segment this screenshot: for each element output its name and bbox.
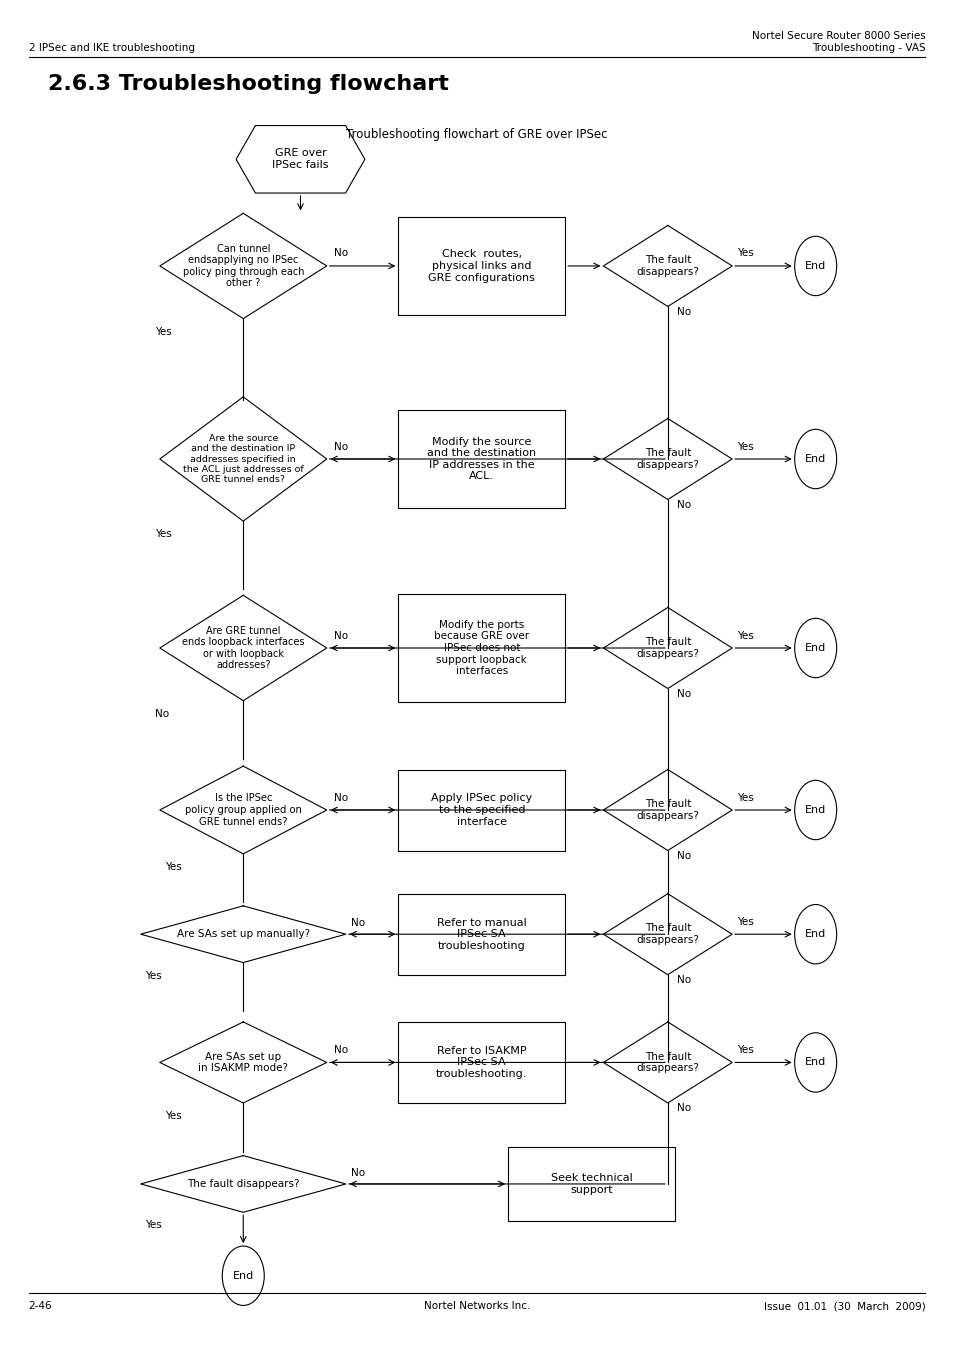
Text: Nortel Networks Inc.: Nortel Networks Inc. xyxy=(423,1301,530,1311)
Text: No: No xyxy=(335,630,348,640)
Text: 2.6.3 Troubleshooting flowchart: 2.6.3 Troubleshooting flowchart xyxy=(48,74,448,94)
Text: Modify the source
and the destination
IP addresses in the
ACL.: Modify the source and the destination IP… xyxy=(427,436,536,482)
Text: No: No xyxy=(677,975,691,984)
FancyBboxPatch shape xyxy=(398,410,564,508)
Text: No: No xyxy=(335,1045,348,1054)
FancyBboxPatch shape xyxy=(507,1148,674,1220)
Text: End: End xyxy=(804,454,825,464)
Text: No: No xyxy=(351,1168,364,1177)
Text: Nortel Secure Router 8000 Series: Nortel Secure Router 8000 Series xyxy=(751,31,924,40)
Text: Refer to ISAKMP
IPSec SA
troubleshooting.: Refer to ISAKMP IPSec SA troubleshooting… xyxy=(436,1046,527,1079)
Text: The fault
disappears?: The fault disappears? xyxy=(636,637,699,659)
Text: Check  routes,
physical links and
GRE configurations: Check routes, physical links and GRE con… xyxy=(428,250,535,282)
Text: Troubleshooting flowchart of GRE over IPSec: Troubleshooting flowchart of GRE over IP… xyxy=(346,128,607,142)
Text: Seek technical
support: Seek technical support xyxy=(550,1173,632,1195)
Text: The fault
disappears?: The fault disappears? xyxy=(636,1052,699,1073)
Circle shape xyxy=(794,429,836,489)
Text: No: No xyxy=(154,709,169,718)
Text: Are GRE tunnel
ends loopback interfaces
or with loopback
addresses?: Are GRE tunnel ends loopback interfaces … xyxy=(182,625,304,671)
Text: End: End xyxy=(804,929,825,940)
Text: Yes: Yes xyxy=(736,1045,753,1054)
Text: Modify the ports
because GRE over
IPSec does not
support loopback
interfaces: Modify the ports because GRE over IPSec … xyxy=(434,620,529,676)
Text: Yes: Yes xyxy=(146,971,162,980)
Text: Yes: Yes xyxy=(736,917,753,926)
Text: No: No xyxy=(677,1103,691,1112)
Text: Are SAs set up
in ISAKMP mode?: Are SAs set up in ISAKMP mode? xyxy=(198,1052,288,1073)
Circle shape xyxy=(222,1246,264,1305)
FancyBboxPatch shape xyxy=(398,1022,564,1103)
Text: No: No xyxy=(677,850,691,860)
Text: Is the IPSec
policy group applied on
GRE tunnel ends?: Is the IPSec policy group applied on GRE… xyxy=(185,794,301,826)
Text: Yes: Yes xyxy=(154,327,172,336)
Circle shape xyxy=(794,618,836,678)
Text: End: End xyxy=(233,1270,253,1281)
Text: No: No xyxy=(677,500,691,509)
Text: Are SAs set up manually?: Are SAs set up manually? xyxy=(176,929,310,940)
Text: Issue  01.01  (30  March  2009): Issue 01.01 (30 March 2009) xyxy=(762,1301,924,1311)
Text: No: No xyxy=(677,688,691,698)
Text: Yes: Yes xyxy=(154,529,172,540)
Text: No: No xyxy=(335,248,348,258)
Text: End: End xyxy=(804,1057,825,1068)
Text: 2-46: 2-46 xyxy=(29,1301,52,1311)
Text: Yes: Yes xyxy=(736,441,753,451)
Text: Can tunnel
endsapplying no IPSec
policy ping through each
other ?: Can tunnel endsapplying no IPSec policy … xyxy=(182,243,304,289)
Text: The fault
disappears?: The fault disappears? xyxy=(636,799,699,821)
Text: No: No xyxy=(335,441,348,451)
Text: The fault disappears?: The fault disappears? xyxy=(187,1179,299,1189)
Text: End: End xyxy=(804,643,825,653)
FancyBboxPatch shape xyxy=(398,594,564,702)
Text: Yes: Yes xyxy=(736,248,753,258)
FancyBboxPatch shape xyxy=(398,217,564,315)
Text: No: No xyxy=(351,918,364,927)
Text: Apply IPSec policy
to the specified
interface: Apply IPSec policy to the specified inte… xyxy=(431,794,532,826)
Text: 2 IPSec and IKE troubleshooting: 2 IPSec and IKE troubleshooting xyxy=(29,43,194,53)
Text: Refer to manual
IPSec SA
troubleshooting: Refer to manual IPSec SA troubleshooting xyxy=(436,918,526,950)
Text: Are the source
and the destination IP
addresses specified in
the ACL just addres: Are the source and the destination IP ad… xyxy=(183,433,303,485)
Text: Yes: Yes xyxy=(146,1220,162,1230)
Text: Yes: Yes xyxy=(736,792,753,802)
FancyBboxPatch shape xyxy=(398,769,564,850)
Circle shape xyxy=(794,236,836,296)
Text: GRE over
IPSec fails: GRE over IPSec fails xyxy=(272,148,329,170)
Circle shape xyxy=(794,1033,836,1092)
Text: Yes: Yes xyxy=(736,630,753,640)
Text: Yes: Yes xyxy=(165,863,181,872)
Text: End: End xyxy=(804,805,825,815)
Circle shape xyxy=(794,780,836,840)
Text: End: End xyxy=(804,261,825,271)
Text: Troubleshooting - VAS: Troubleshooting - VAS xyxy=(811,43,924,53)
Text: No: No xyxy=(677,306,691,316)
Circle shape xyxy=(794,904,836,964)
Text: No: No xyxy=(335,792,348,802)
FancyBboxPatch shape xyxy=(398,894,564,975)
Text: The fault
disappears?: The fault disappears? xyxy=(636,448,699,470)
Text: The fault
disappears?: The fault disappears? xyxy=(636,255,699,277)
Text: Yes: Yes xyxy=(165,1111,181,1120)
Text: The fault
disappears?: The fault disappears? xyxy=(636,923,699,945)
